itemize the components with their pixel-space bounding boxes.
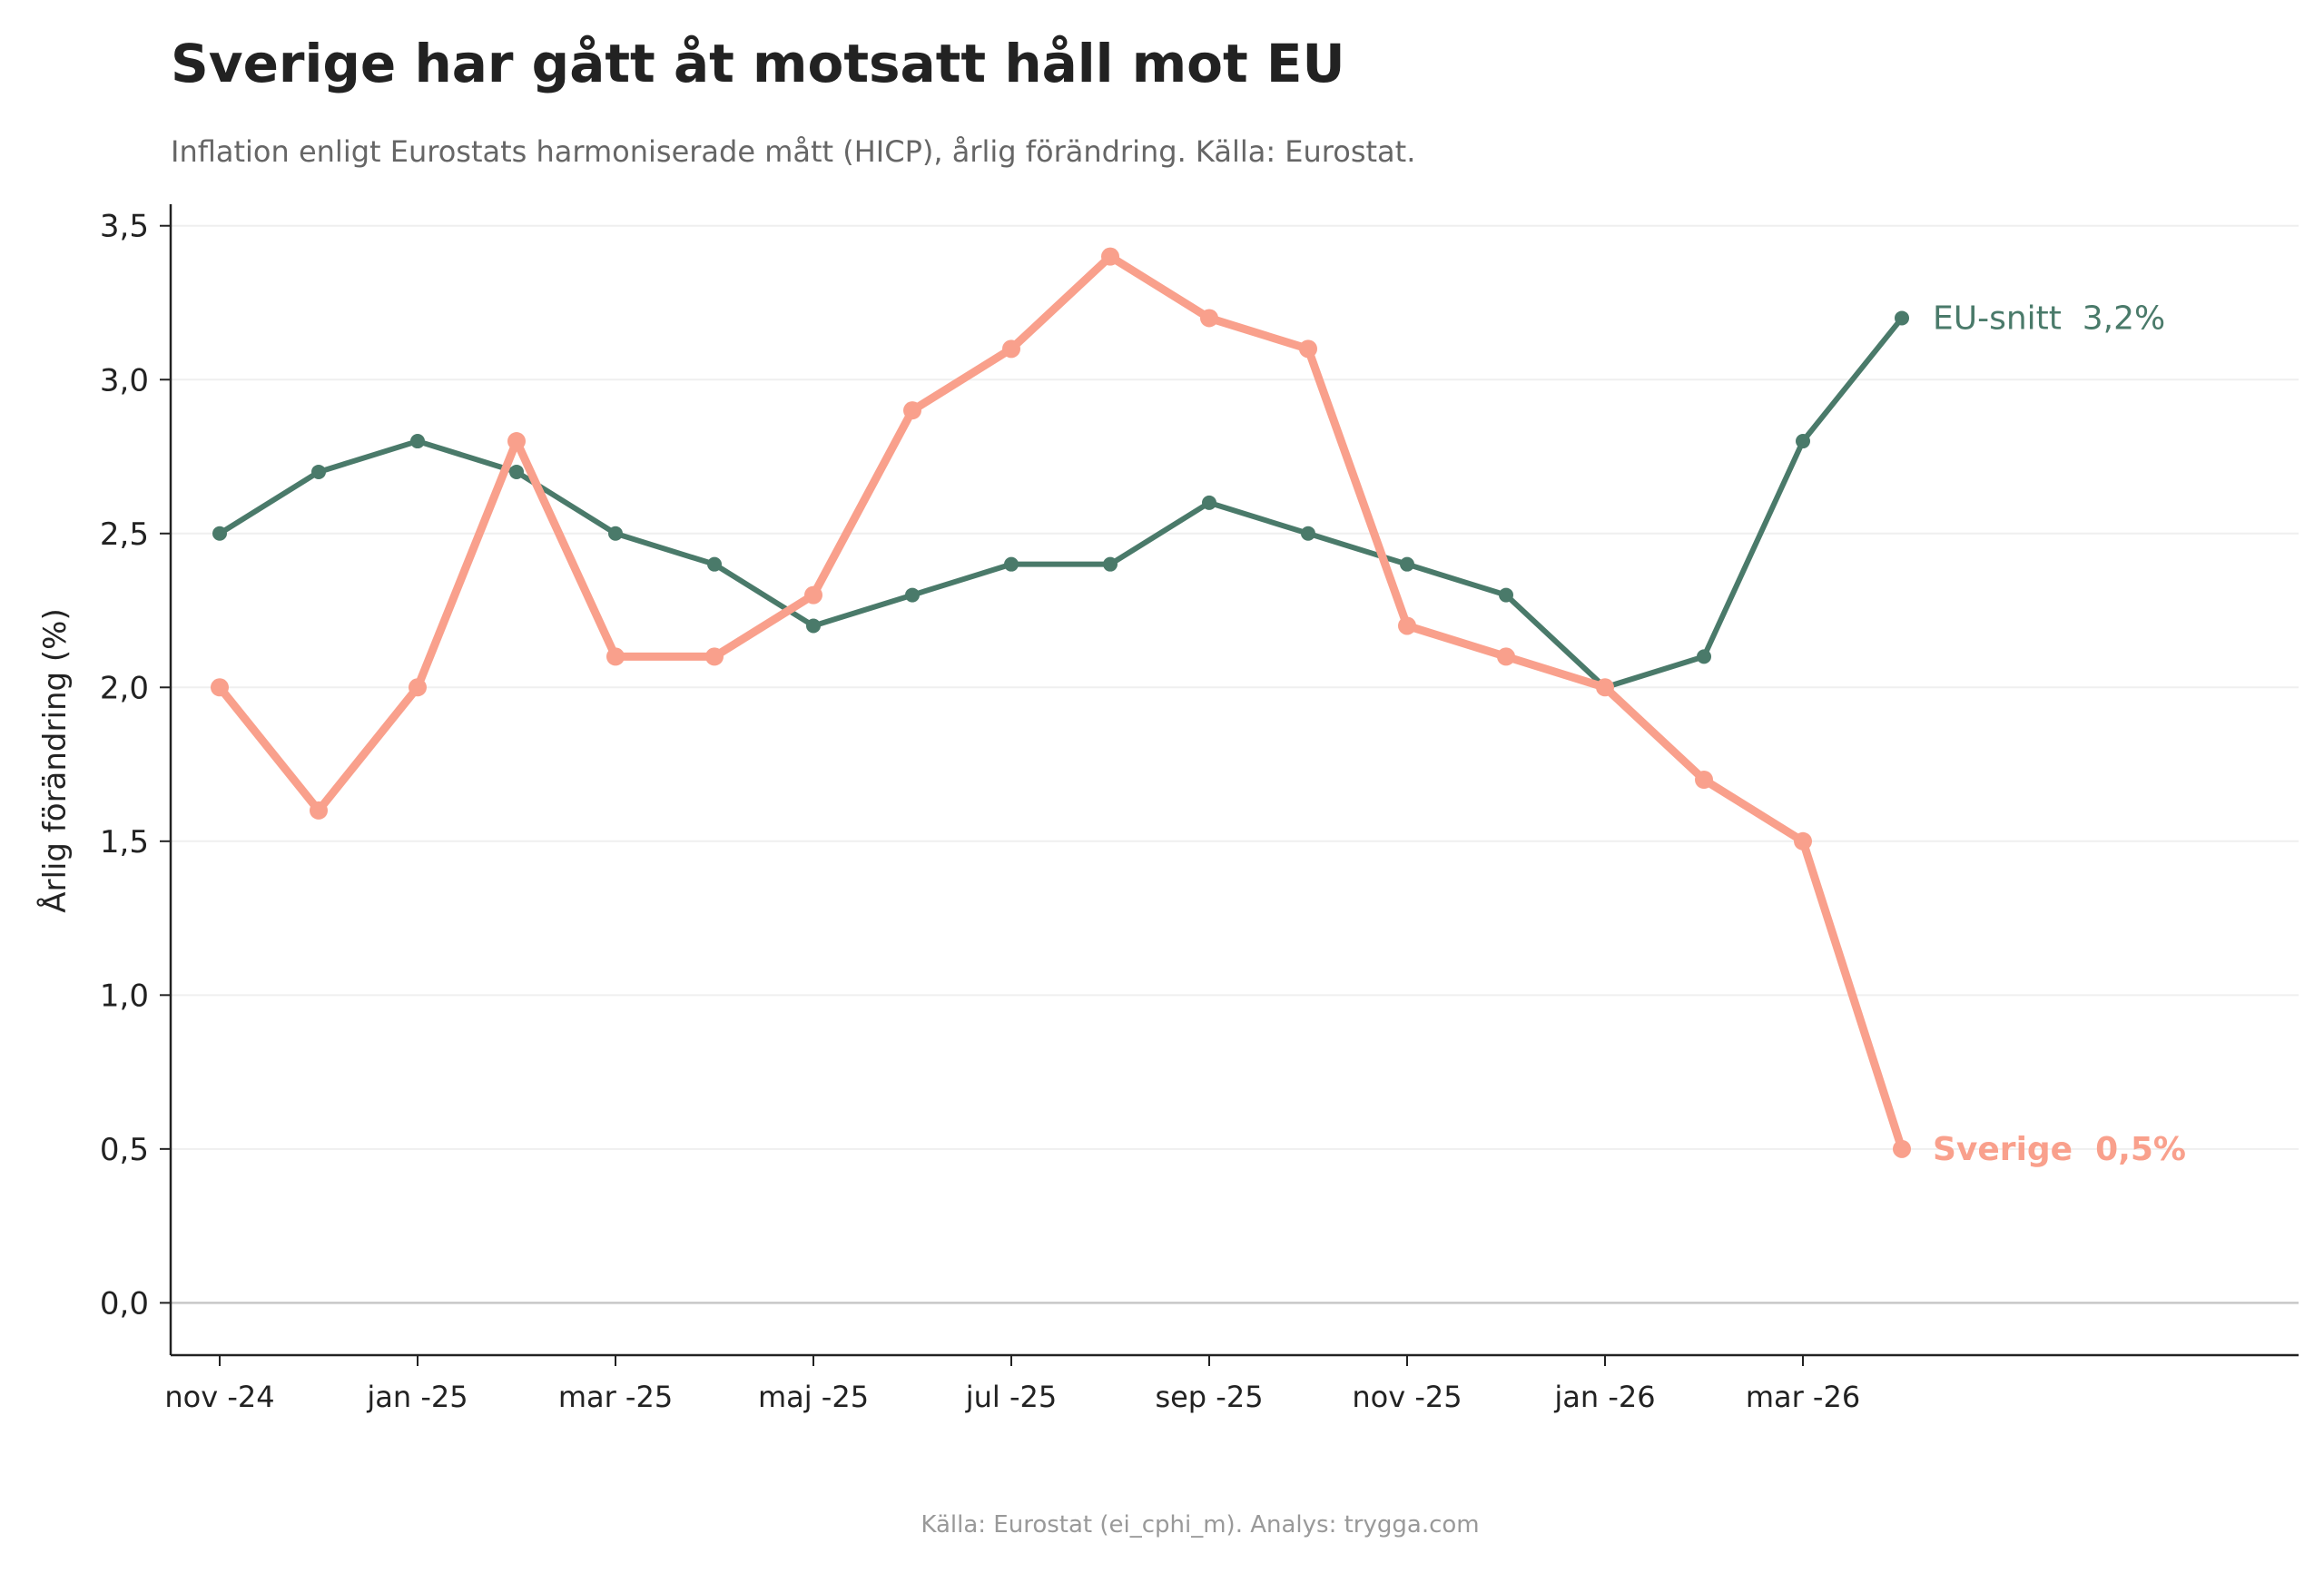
series-eu — [212, 310, 1909, 695]
data-point-sverige — [310, 801, 328, 820]
x-tick-label: nov -25 — [1352, 1380, 1462, 1414]
data-point-eu — [806, 618, 821, 634]
data-point-eu — [905, 587, 920, 603]
axes: 0,0 0,5 1,0 1,5 2,0 2,5 3,0 3,5 nov -24 jan -25 ma… — [100, 204, 2299, 1414]
y-tick-label: 1,0 — [100, 978, 149, 1014]
data-point-sverige — [804, 585, 822, 605]
data-point-sverige — [705, 647, 724, 666]
grid-lines — [171, 224, 2299, 1304]
data-point-sverige — [1200, 309, 1218, 328]
x-tick-label: maj -25 — [758, 1380, 869, 1414]
chart-title: Sverige har gått åt motsatt håll mot EU — [171, 33, 1345, 94]
chart-footer: Källa: Eurostat (ei_cphi_m). Analys: try… — [921, 1511, 1480, 1539]
x-tick-label: jul -25 — [965, 1380, 1058, 1414]
series-end-labels: EU-snitt 3,2% Sverige 0,5% — [1933, 300, 2186, 1167]
data-point-eu — [212, 526, 227, 541]
data-point-eu — [707, 556, 722, 572]
series-line-sverige — [215, 252, 1906, 1154]
data-point-eu — [1400, 556, 1414, 572]
y-tick-label: 0,5 — [100, 1132, 149, 1168]
data-point-sverige — [1596, 678, 1614, 697]
data-point-sverige — [1299, 339, 1317, 359]
data-point-sverige — [1398, 616, 1416, 635]
data-point-sverige — [1101, 247, 1119, 266]
data-point-eu — [311, 464, 326, 479]
data-point-eu — [1499, 587, 1513, 603]
data-point-sverige — [1002, 339, 1020, 359]
data-point-sverige — [1893, 1139, 1911, 1158]
x-tick-label: mar -26 — [1746, 1380, 1860, 1414]
y-tick-label: 0,0 — [100, 1285, 149, 1322]
series-lines — [211, 247, 1911, 1158]
data-point-sverige — [606, 647, 625, 666]
y-tick-label: 2,0 — [100, 670, 149, 706]
data-point-sverige — [1794, 831, 1812, 850]
data-point-eu — [608, 526, 623, 541]
data-point-eu — [1202, 495, 1216, 510]
data-point-eu — [1895, 310, 1909, 326]
data-point-sverige — [1497, 647, 1515, 666]
data-point-eu — [1796, 434, 1810, 449]
chart-subtitle: Inflation enligt Eurostats harmoniserade… — [171, 134, 1416, 169]
series-line-eu — [217, 315, 1905, 691]
x-tick-label: mar -25 — [558, 1380, 673, 1414]
data-point-sverige — [507, 432, 526, 451]
y-axis-label: Årlig förändring (%) — [36, 608, 74, 912]
data-point-eu — [1103, 556, 1118, 572]
x-tick-label: nov -24 — [164, 1380, 274, 1414]
series-sverige — [211, 247, 1911, 1158]
data-point-eu — [509, 464, 524, 479]
y-tick-label: 3,0 — [100, 362, 149, 398]
y-tick-label: 3,5 — [100, 209, 149, 245]
x-tick-label: sep -25 — [1155, 1380, 1263, 1414]
data-point-sverige — [1695, 771, 1713, 789]
data-point-eu — [1301, 526, 1315, 541]
data-point-sverige — [211, 678, 229, 697]
data-point-eu — [410, 434, 425, 449]
x-tick-label: jan -26 — [1553, 1380, 1655, 1414]
data-point-eu — [1697, 649, 1711, 664]
y-tick-label: 2,5 — [100, 516, 149, 553]
series-end-label-eu: EU-snitt 3,2% — [1933, 300, 2165, 337]
series-end-label-sverige: Sverige 0,5% — [1933, 1131, 2186, 1168]
data-point-sverige — [409, 678, 427, 697]
x-tick-label: jan -25 — [366, 1380, 468, 1414]
data-point-eu — [1004, 556, 1019, 572]
data-point-sverige — [903, 401, 921, 420]
y-tick-label: 1,5 — [100, 824, 149, 860]
